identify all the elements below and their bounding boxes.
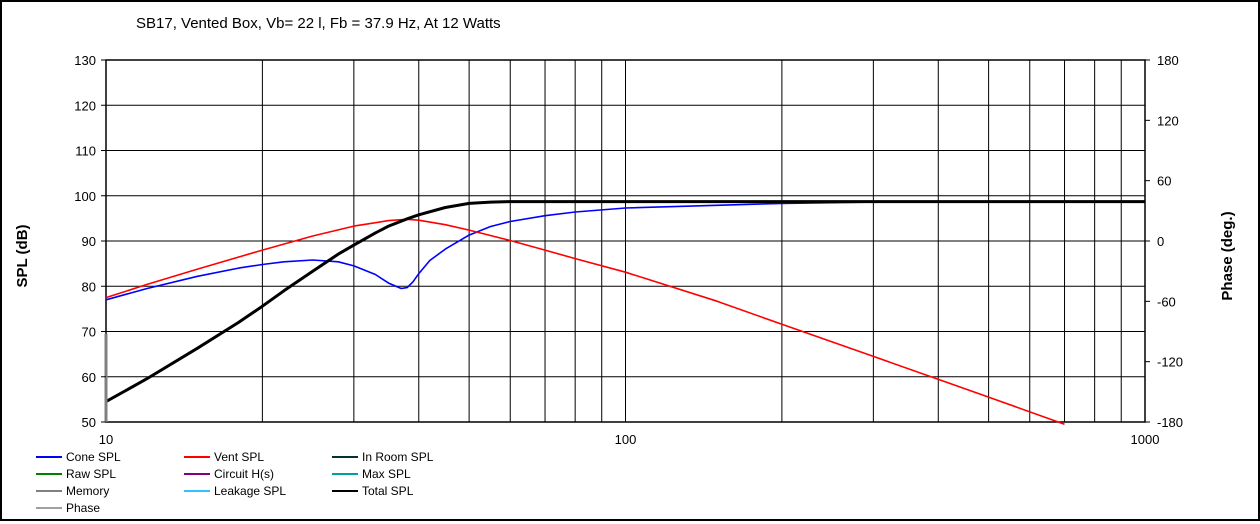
series-total-spl: [105, 200, 1145, 403]
legend-item-leakage-spl: Leakage SPL: [184, 484, 286, 498]
y2-tick-label: 0: [1157, 234, 1164, 249]
y2-axis-label: Phase (deg.): [1219, 211, 1236, 300]
x-tick-label: 10: [99, 432, 113, 447]
y-tick-label: 60: [82, 370, 96, 385]
y2-tick-label: 60: [1157, 174, 1171, 189]
legend-item-vent-spl: Vent SPL: [184, 450, 264, 464]
legend-item-max-spl: Max SPL: [332, 467, 411, 481]
legend-label: Phase: [66, 501, 100, 515]
legend-label: Leakage SPL: [214, 484, 286, 498]
series-layer: [104, 200, 1145, 426]
legend-item-raw-spl: Raw SPL: [36, 467, 116, 481]
y-axis-label: SPL (dB): [14, 224, 31, 287]
legend: Cone SPL Vent SPL In Room SPL Raw SPL Circui…: [36, 450, 434, 515]
legend-item-phase: Phase: [36, 501, 100, 515]
x-tick-label: 1000: [1131, 432, 1160, 447]
y-tick-label: 100: [74, 189, 96, 204]
y2-tick-label: 120: [1157, 113, 1179, 128]
legend-label: Raw SPL: [66, 467, 116, 481]
y2-tick-label: -120: [1157, 355, 1183, 370]
legend-item-circuit-h-s-: Circuit H(s): [184, 467, 274, 481]
series-cone-spl: [105, 200, 909, 301]
legend-label: Circuit H(s): [214, 467, 274, 481]
y2-axis-ticks: 180 120 60 0 -60 -120 -180: [1145, 53, 1183, 430]
legend-item-memory: Memory: [36, 484, 109, 498]
x-axis-ticks: 10 100 1000: [99, 432, 1160, 447]
legend-label: Memory: [66, 484, 109, 498]
legend-label: Vent SPL: [214, 450, 264, 464]
chart-title: SB17, Vented Box, Vb= 22 l, Fb = 37.9 Hz…: [136, 15, 501, 32]
y2-tick-label: -60: [1157, 294, 1176, 309]
y-tick-label: 70: [82, 325, 96, 340]
y-tick-label: 50: [82, 415, 96, 430]
legend-label: Total SPL: [362, 484, 414, 498]
legend-label: In Room SPL: [362, 450, 434, 464]
series-vent-spl: [105, 218, 1065, 426]
y2-tick-label: 180: [1157, 53, 1179, 68]
y-tick-label: 120: [74, 98, 96, 113]
y-tick-label: 90: [82, 234, 96, 249]
y-tick-label: 80: [82, 279, 96, 294]
y-axis-ticks: 50 60 70 80 90 100 110 120 130: [74, 53, 106, 430]
y2-tick-label: -180: [1157, 415, 1183, 430]
legend-item-total-spl: Total SPL: [332, 484, 414, 498]
grid: [106, 60, 1145, 422]
legend-label: Cone SPL: [66, 450, 121, 464]
y-tick-label: 130: [74, 53, 96, 68]
legend-label: Max SPL: [362, 467, 411, 481]
legend-item-cone-spl: Cone SPL: [36, 450, 121, 464]
y-tick-label: 110: [75, 144, 96, 159]
x-tick-label: 100: [615, 432, 637, 447]
legend-item-in-room-spl: In Room SPL: [332, 450, 434, 464]
